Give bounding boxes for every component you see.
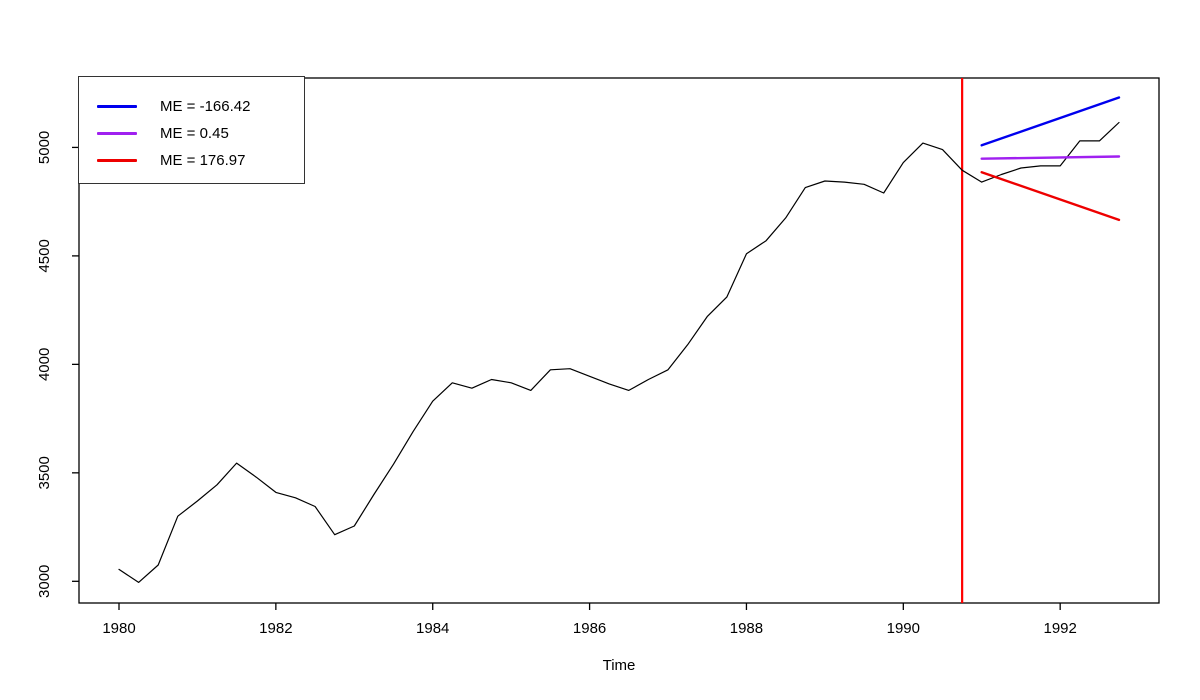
x-tick-label: 1986 bbox=[573, 620, 606, 637]
x-tick-label: 1982 bbox=[259, 620, 292, 637]
x-tick-label: 1988 bbox=[730, 620, 763, 637]
y-tick-label: 3000 bbox=[36, 565, 53, 598]
y-tick-label: 5000 bbox=[36, 131, 53, 164]
legend-row: ME = 0.45 bbox=[79, 120, 304, 147]
series-forecast-blue bbox=[980, 96, 1121, 147]
y-tick-label: 3500 bbox=[36, 456, 53, 489]
x-axis-title: Time bbox=[603, 657, 636, 674]
x-tick-label: 1992 bbox=[1043, 620, 1076, 637]
legend-row: ME = 176.97 bbox=[79, 147, 304, 174]
legend: ME = -166.42 ME = 0.45 ME = 176.97 bbox=[78, 76, 305, 184]
series-forecast-purple bbox=[980, 155, 1121, 160]
y-tick-label: 4000 bbox=[36, 348, 53, 381]
x-tick-label: 1984 bbox=[416, 620, 449, 637]
x-tick-label: 1980 bbox=[102, 620, 135, 637]
x-tick-label: 1990 bbox=[887, 620, 920, 637]
legend-row: ME = -166.42 bbox=[79, 93, 304, 120]
legend-line-purple bbox=[97, 132, 137, 135]
legend-label: ME = -166.42 bbox=[160, 98, 251, 115]
legend-line-blue bbox=[97, 105, 137, 108]
series-actual-data bbox=[118, 121, 1120, 584]
y-tick-label: 4500 bbox=[36, 239, 53, 272]
legend-label: ME = 176.97 bbox=[160, 152, 246, 169]
plot-border bbox=[78, 77, 1160, 604]
legend-label: ME = 0.45 bbox=[160, 125, 229, 142]
series-forecast-red bbox=[980, 170, 1121, 222]
legend-line-red bbox=[97, 159, 137, 162]
